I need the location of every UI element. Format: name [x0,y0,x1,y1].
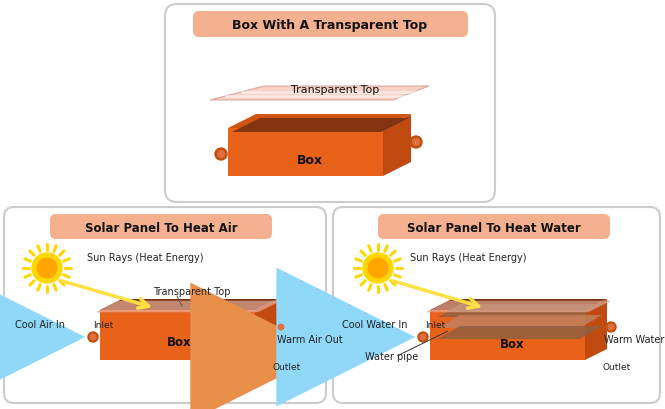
Circle shape [413,139,420,145]
FancyBboxPatch shape [333,207,660,403]
Circle shape [410,136,422,148]
Circle shape [606,322,616,332]
Circle shape [217,151,224,157]
Bar [430,310,585,360]
Text: Solar Panel To Heat Water: Solar Panel To Heat Water [407,222,581,234]
Text: Sun Rays (Heat Energy): Sun Rays (Heat Energy) [86,253,203,263]
Text: Transparent Top: Transparent Top [291,85,379,95]
Polygon shape [100,299,277,310]
Circle shape [363,253,393,283]
Text: Inlet: Inlet [93,321,113,330]
Text: Solar Panel To Heat Air: Solar Panel To Heat Air [84,222,237,234]
Bar [228,128,383,176]
Polygon shape [232,118,409,132]
Circle shape [276,322,286,332]
Text: Warm Air Out: Warm Air Out [277,335,343,345]
Text: Box: Box [297,153,323,166]
Circle shape [608,324,614,330]
FancyBboxPatch shape [50,214,272,239]
Polygon shape [228,114,411,128]
Text: Box: Box [167,337,192,350]
Bar [100,310,255,360]
Circle shape [32,253,62,283]
Text: Outlet: Outlet [273,364,301,373]
Polygon shape [438,304,602,317]
Polygon shape [438,326,602,339]
Text: Cool Water In: Cool Water In [342,320,408,330]
Text: Transparent Top: Transparent Top [153,287,231,297]
FancyBboxPatch shape [193,11,468,37]
Polygon shape [210,86,429,100]
Circle shape [368,258,388,278]
Text: Inlet: Inlet [425,321,445,330]
Circle shape [88,332,98,342]
Circle shape [420,334,426,340]
Circle shape [90,334,96,340]
Text: Warm Water Out: Warm Water Out [604,335,665,345]
Text: Cool Air In: Cool Air In [15,320,65,330]
Circle shape [215,148,227,160]
Circle shape [418,332,428,342]
Text: Outlet: Outlet [603,364,631,373]
FancyBboxPatch shape [378,214,610,239]
Text: Box: Box [499,339,524,351]
Polygon shape [255,299,277,360]
Text: Sun Rays (Heat Energy): Sun Rays (Heat Energy) [410,253,526,263]
Polygon shape [383,114,411,176]
Polygon shape [97,301,280,312]
FancyBboxPatch shape [4,207,326,403]
FancyBboxPatch shape [165,4,495,202]
Circle shape [37,258,57,278]
Polygon shape [427,301,610,312]
Text: Box With A Transparent Top: Box With A Transparent Top [233,18,428,31]
Text: Water pipe: Water pipe [365,352,418,362]
Circle shape [278,324,284,330]
Polygon shape [585,299,607,360]
Polygon shape [430,299,607,310]
Polygon shape [438,315,602,328]
